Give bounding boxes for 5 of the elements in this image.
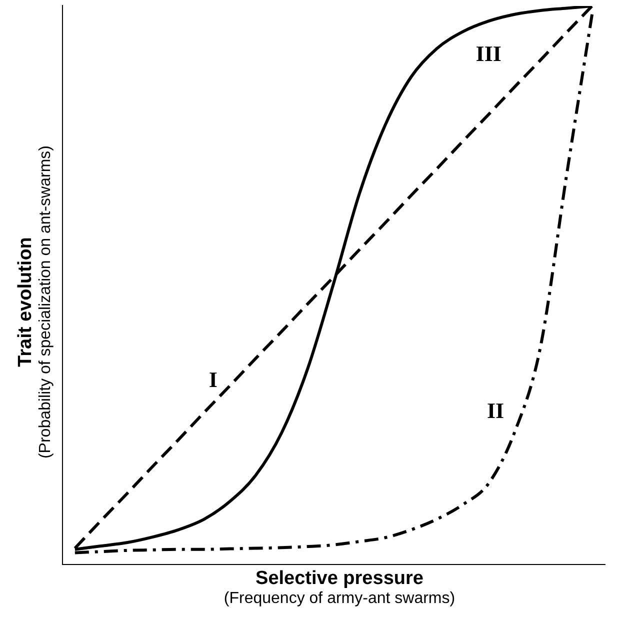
series-label: I	[208, 367, 218, 392]
series-label: II	[486, 398, 504, 424]
series-label: III	[476, 40, 502, 66]
y-axis-title: Trait evolution (Probability of specialization on ant-swarms)	[15, 144, 55, 461]
x-axis-title: Selective pressure (Frequency of army-ant swarms)	[222, 568, 456, 608]
